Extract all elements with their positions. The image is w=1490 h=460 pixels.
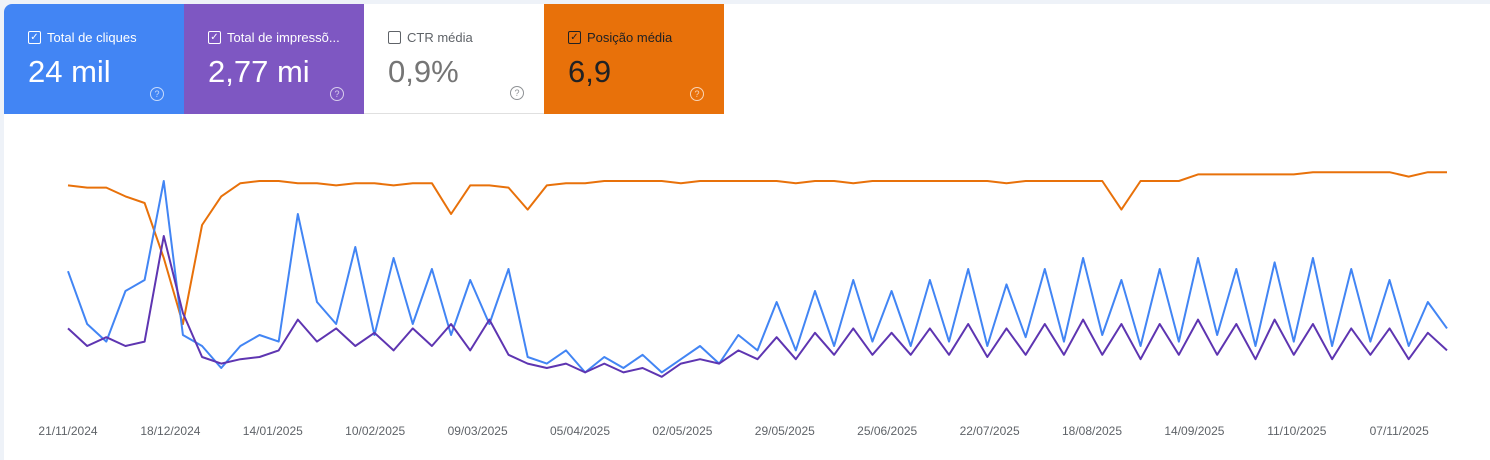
metric-card-clicks[interactable]: ✓ Total de cliques 24 mil ?	[4, 4, 184, 114]
x-tick-label: 22/07/2025	[960, 424, 1020, 438]
metric-cards: ✓ Total de cliques 24 mil ? ✓ Total de imp…	[4, 4, 724, 114]
metric-value: 6,9	[568, 54, 612, 89]
x-tick-label: 14/01/2025	[243, 424, 303, 438]
series-line-position	[67, 171, 1447, 325]
checkbox-checked-icon[interactable]: ✓	[208, 31, 221, 44]
x-tick-label: 10/02/2025	[345, 424, 405, 438]
metric-label: Total de impressõ...	[227, 30, 340, 45]
metric-card-ctr[interactable]: CTR média 0,9% ?	[364, 4, 544, 114]
metric-value: 0,9%	[388, 54, 459, 89]
help-circle-icon[interactable]: ?	[510, 86, 524, 100]
performance-chart[interactable]: 21/11/2024 18/12/2024 14/01/2025 10/02/2025…	[0, 115, 1490, 460]
x-tick-label: 14/09/2025	[1164, 424, 1224, 438]
help-circle-icon[interactable]: ?	[690, 87, 704, 101]
metric-value: 24 mil	[28, 54, 111, 89]
x-tick-label: 29/05/2025	[755, 424, 815, 438]
checkbox-checked-icon[interactable]: ✓	[28, 31, 41, 44]
series-line-clicks	[67, 180, 1448, 374]
metric-label: Total de cliques	[47, 30, 137, 45]
x-tick-label: 18/08/2025	[1062, 424, 1122, 438]
metric-value: 2,77 mi	[208, 54, 310, 89]
metric-label: Posição média	[587, 30, 673, 45]
help-circle-icon[interactable]: ?	[150, 87, 164, 101]
x-tick-label: 07/11/2025	[1370, 424, 1429, 438]
x-tick-label: 09/03/2025	[448, 424, 508, 438]
checkbox-checked-icon[interactable]: ✓	[568, 31, 581, 44]
checkbox-empty-icon[interactable]	[388, 31, 401, 44]
x-tick-label: 21/11/2024	[38, 424, 97, 438]
x-tick-label: 02/05/2025	[652, 424, 712, 438]
x-tick-label: 11/10/2025	[1267, 424, 1326, 438]
metric-label: CTR média	[407, 30, 473, 45]
x-tick-label: 05/04/2025	[550, 424, 610, 438]
metric-card-position[interactable]: ✓ Posição média 6,9 ?	[544, 4, 724, 114]
series-line-impressions	[67, 235, 1448, 378]
x-tick-label: 18/12/2024	[140, 424, 200, 438]
x-tick-label: 25/06/2025	[857, 424, 917, 438]
help-circle-icon[interactable]: ?	[330, 87, 344, 101]
metric-card-impressions[interactable]: ✓ Total de impressõ... 2,77 mi ?	[184, 4, 364, 114]
